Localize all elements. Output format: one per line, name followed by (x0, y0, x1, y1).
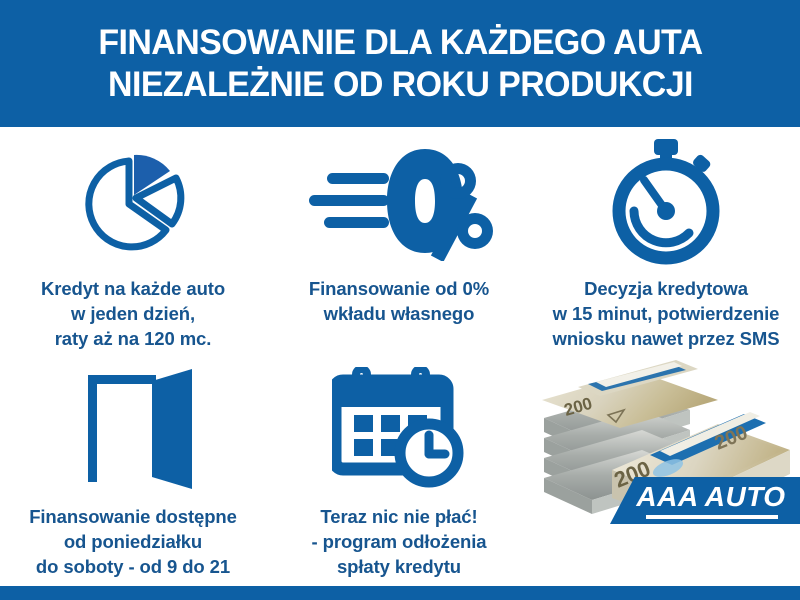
pie-chart-icon (58, 135, 208, 267)
logo-underline (646, 514, 778, 519)
feature-caption: Teraz nic nie płać! - program odłożenia … (311, 506, 487, 577)
feature-caption: Finansowanie od 0% wkładu własnego (308, 278, 490, 324)
aaa-auto-logo: AAA AUTO (610, 477, 800, 524)
feature-item-opening-hours: Finansowanie dostępne od poniedziałku do… (0, 363, 266, 588)
feature-caption: Kredyt na każde auto w jeden dzień, raty… (40, 278, 226, 349)
feature-caption: Finansowanie dostępne od poniedziałku do… (29, 506, 237, 577)
footer-bar (0, 586, 800, 600)
header-line-2: NIEZALEŻNIE OD ROKU PRODUKCJI (107, 64, 693, 104)
logo-text: AAA AUTO (636, 480, 786, 512)
feature-item-zero-percent: Finansowanie od 0% wkładu własnego (266, 135, 532, 363)
header-banner: FINANSOWANIE DLA KAŻDEGO AUTA NIEZALEŻNI… (0, 0, 800, 127)
open-door-icon (68, 363, 198, 495)
feature-item-deferred-payment: Teraz nic nie płać! - program odłożenia … (266, 363, 532, 588)
feature-item-decision-time: Decyzja kredytowa w 15 minut, potwierdze… (533, 135, 799, 363)
features-grid: Kredyt na każde auto w jeden dzień, raty… (0, 127, 800, 586)
feature-item-credit: Kredyt na każde auto w jeden dzień, raty… (0, 135, 266, 363)
header-line-1: FINANSOWANIE DLA KAŻDEGO AUTA (97, 23, 703, 63)
stopwatch-icon (596, 135, 736, 267)
feature-caption: Decyzja kredytowa w 15 minut, potwierdze… (552, 278, 780, 349)
zero-percent-icon (299, 135, 499, 267)
calendar-clock-icon (331, 363, 467, 495)
banknotes-image: stacks of Polish 200 zloty banknotes (522, 358, 800, 538)
